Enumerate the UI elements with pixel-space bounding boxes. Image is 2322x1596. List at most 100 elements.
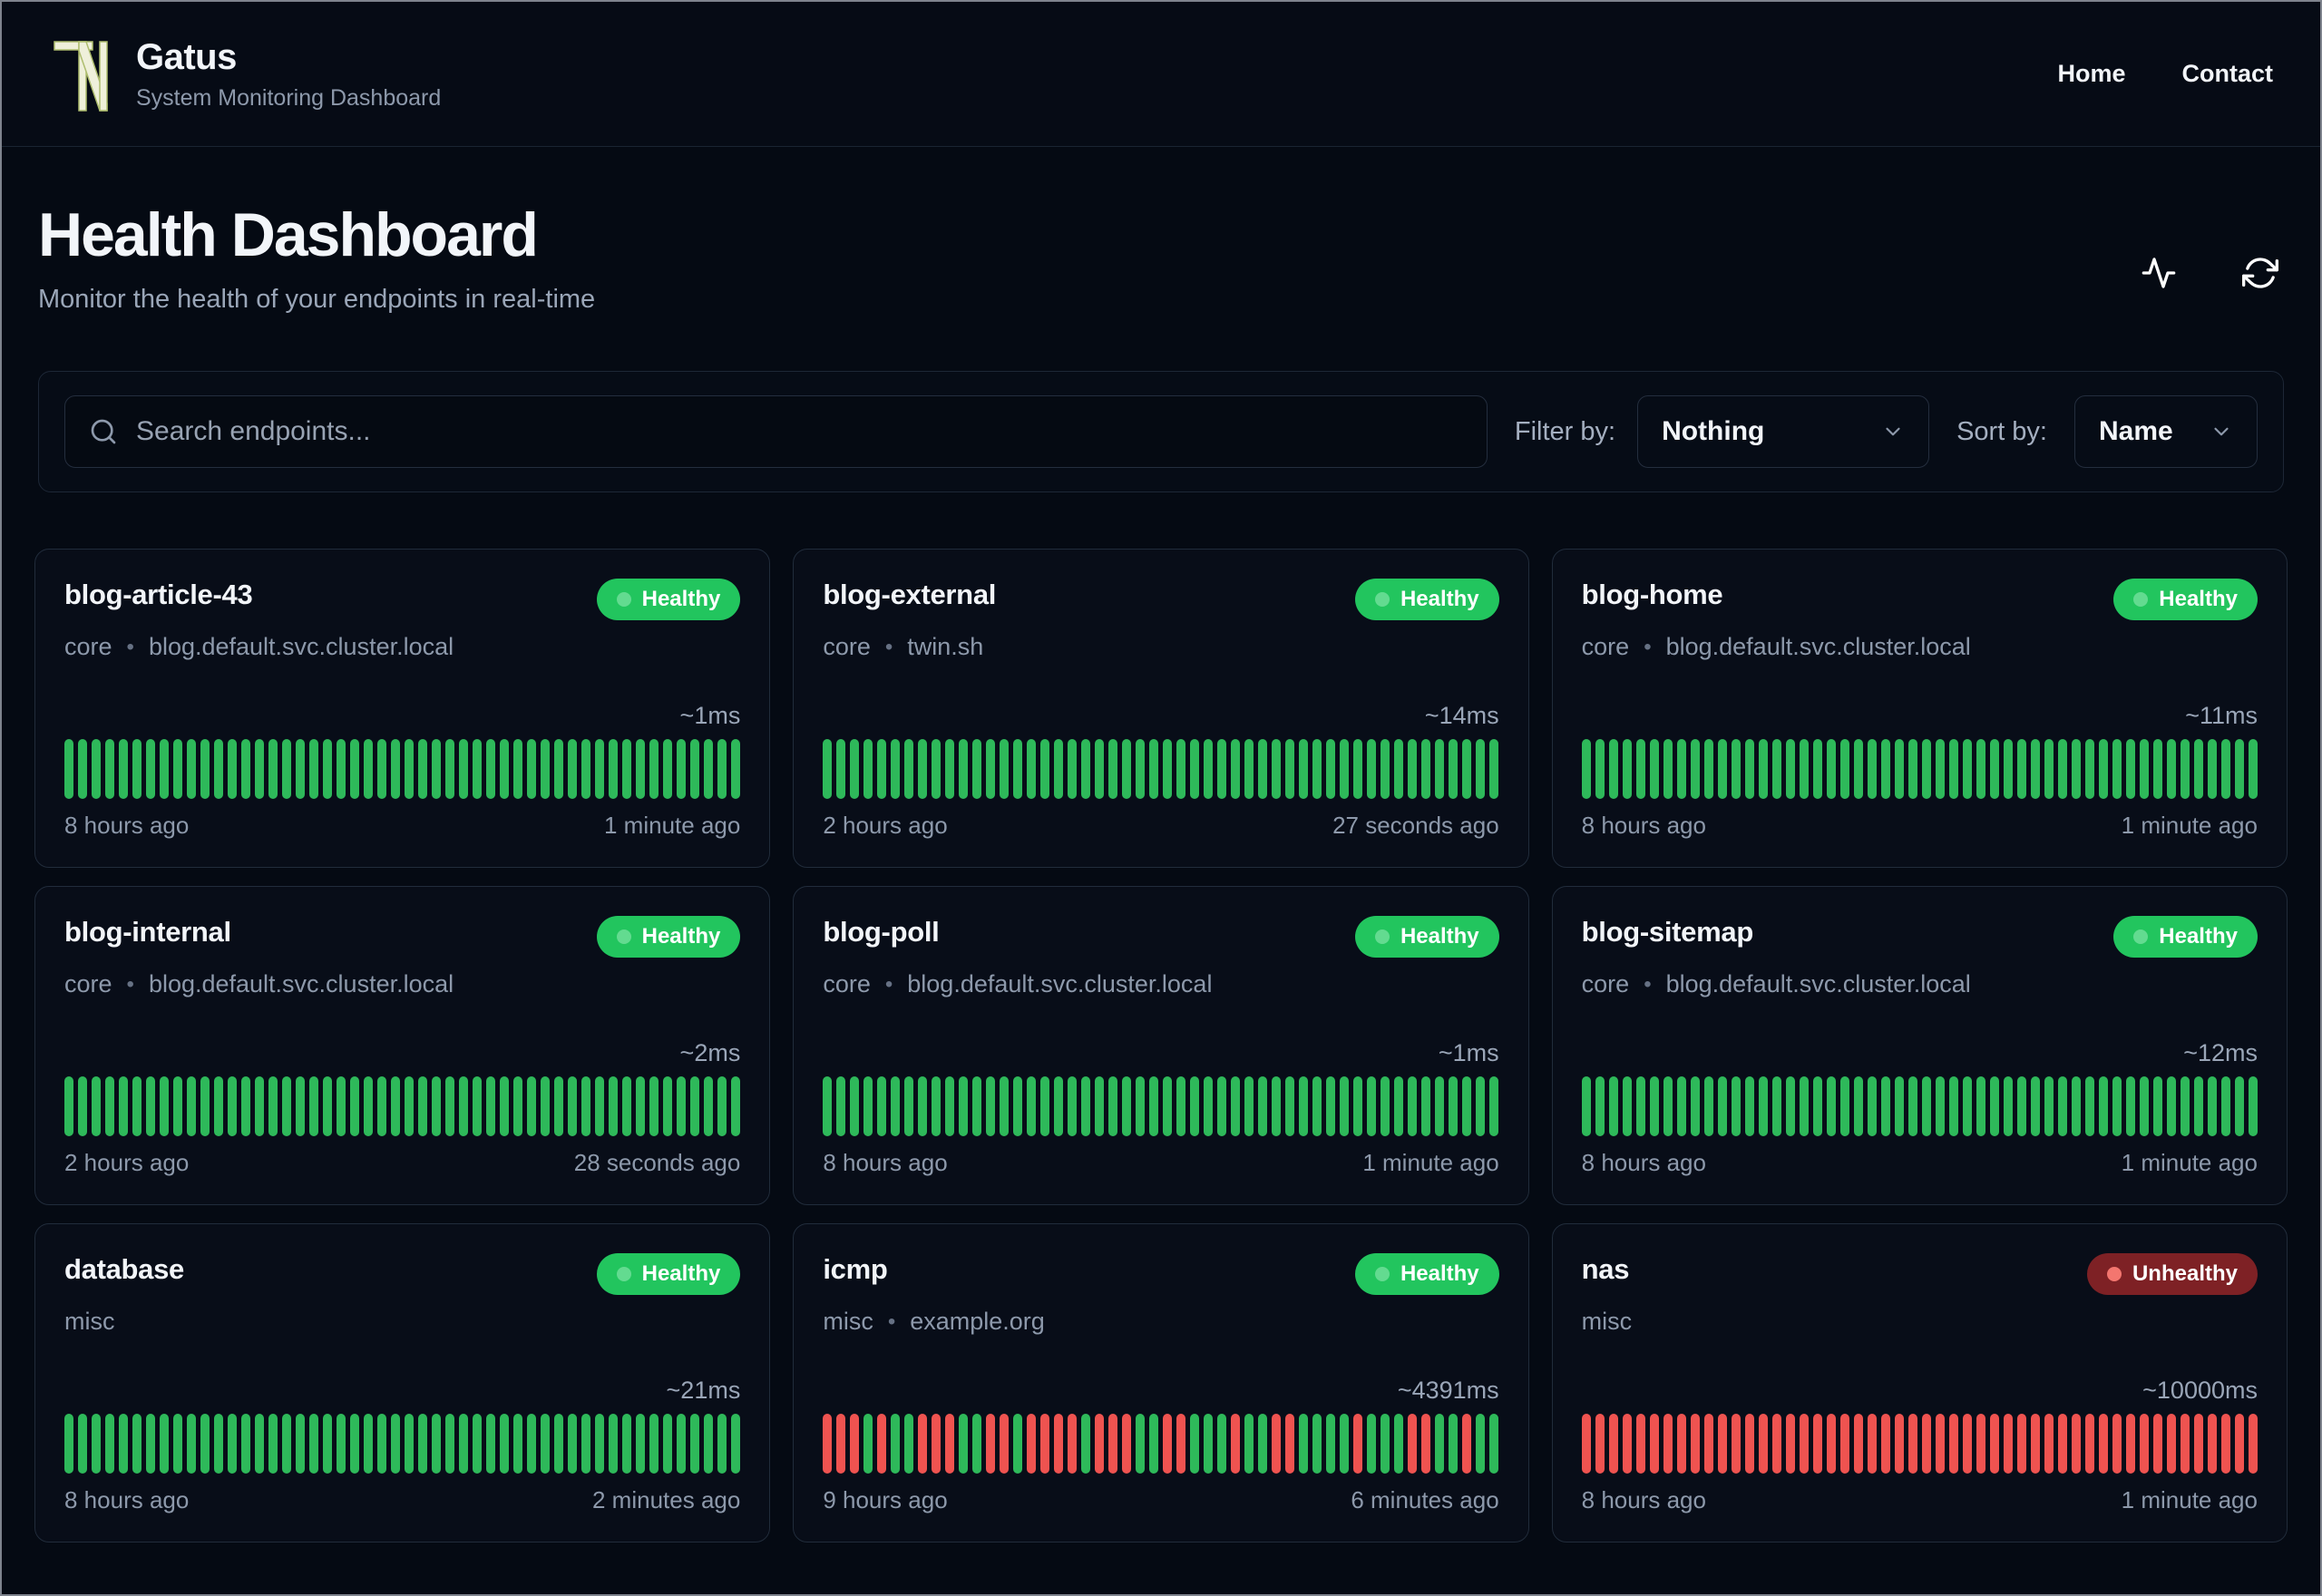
response-bar[interactable] [337, 739, 346, 799]
response-bar[interactable] [1976, 1076, 1985, 1136]
response-bar[interactable] [595, 1414, 604, 1474]
response-bar[interactable] [932, 1414, 941, 1474]
response-bar[interactable] [731, 1076, 740, 1136]
response-bar[interactable] [1353, 1414, 1363, 1474]
response-bar[interactable] [1176, 1414, 1186, 1474]
response-bar[interactable] [1476, 739, 1486, 799]
response-bar[interactable] [486, 739, 495, 799]
response-bar[interactable] [1935, 1076, 1945, 1136]
response-bar[interactable] [581, 739, 590, 799]
response-bar[interactable] [1744, 1414, 1754, 1474]
response-bar[interactable] [1449, 739, 1459, 799]
response-bar[interactable] [1894, 739, 1904, 799]
response-bar[interactable] [1690, 1414, 1700, 1474]
response-bar[interactable] [1149, 739, 1159, 799]
response-bar[interactable] [2220, 739, 2230, 799]
response-bar[interactable] [986, 1076, 996, 1136]
response-bar[interactable] [1894, 1414, 1904, 1474]
response-bar[interactable] [932, 739, 941, 799]
response-bar[interactable] [1962, 1414, 1972, 1474]
response-bar[interactable] [1285, 1076, 1295, 1136]
response-bar[interactable] [704, 1414, 713, 1474]
response-bar[interactable] [364, 739, 373, 799]
response-bar[interactable] [1095, 1414, 1105, 1474]
response-bar[interactable] [1231, 1414, 1241, 1474]
response-bar[interactable] [1081, 739, 1091, 799]
response-bar[interactable] [228, 739, 237, 799]
response-bar[interactable] [1449, 1076, 1459, 1136]
response-bar[interactable] [2207, 1076, 2217, 1136]
response-bar[interactable] [2139, 1414, 2149, 1474]
response-bar[interactable] [1122, 1076, 1132, 1136]
response-bar[interactable] [568, 1076, 577, 1136]
response-bar[interactable] [500, 1414, 509, 1474]
response-bar[interactable] [823, 739, 833, 799]
response-bar[interactable] [1581, 1414, 1591, 1474]
response-bar[interactable] [1703, 1076, 1713, 1136]
response-bar[interactable] [649, 1414, 659, 1474]
response-bar[interactable] [391, 1414, 400, 1474]
response-bar[interactable] [296, 739, 305, 799]
response-bar[interactable] [1027, 739, 1037, 799]
response-bar[interactable] [1476, 1076, 1486, 1136]
response-bar[interactable] [473, 1076, 482, 1136]
response-bar[interactable] [1690, 739, 1700, 799]
response-bar[interactable] [877, 739, 887, 799]
response-bar[interactable] [527, 1414, 536, 1474]
response-bar[interactable] [92, 1076, 101, 1136]
response-bar[interactable] [1462, 1076, 1472, 1136]
response-bar[interactable] [1989, 739, 1999, 799]
response-bar[interactable] [1717, 1414, 1727, 1474]
response-bar[interactable] [1608, 1076, 1618, 1136]
response-bar[interactable] [364, 1076, 373, 1136]
endpoint-card[interactable]: nas Unhealthy misc • ~10000ms 8 hours ag… [1551, 1223, 2288, 1542]
response-bar[interactable] [1731, 739, 1741, 799]
response-bar[interactable] [945, 1076, 955, 1136]
response-bar[interactable] [595, 739, 604, 799]
response-bar[interactable] [2207, 739, 2217, 799]
response-bar[interactable] [513, 1414, 522, 1474]
response-bar[interactable] [1217, 1414, 1227, 1474]
response-bar[interactable] [1163, 739, 1173, 799]
response-bar[interactable] [1962, 739, 1972, 799]
response-bar[interactable] [187, 739, 196, 799]
response-bar[interactable] [1880, 1414, 1890, 1474]
response-bar[interactable] [459, 1414, 468, 1474]
response-bar[interactable] [690, 1414, 699, 1474]
response-bar[interactable] [1581, 739, 1591, 799]
response-bar[interactable] [1190, 739, 1200, 799]
response-bar[interactable] [459, 1076, 468, 1136]
response-bar[interactable] [1962, 1076, 1972, 1136]
sort-select[interactable]: Name [2074, 395, 2258, 468]
response-bar[interactable] [1717, 1076, 1727, 1136]
response-bar[interactable] [241, 1076, 250, 1136]
response-bar[interactable] [945, 739, 955, 799]
response-bar[interactable] [432, 1414, 441, 1474]
response-bar[interactable] [622, 739, 631, 799]
response-bar[interactable] [432, 739, 441, 799]
response-bar[interactable] [1408, 1076, 1418, 1136]
response-bar[interactable] [1703, 1414, 1713, 1474]
response-bar[interactable] [1068, 1076, 1078, 1136]
response-bar[interactable] [268, 1076, 278, 1136]
response-bar[interactable] [891, 739, 901, 799]
response-bar[interactable] [323, 739, 332, 799]
nav-link-home[interactable]: Home [2057, 60, 2126, 87]
response-bar[interactable] [891, 1076, 901, 1136]
response-bar[interactable] [959, 739, 969, 799]
response-bar[interactable] [850, 739, 860, 799]
response-bar[interactable] [2030, 1076, 2040, 1136]
response-bar[interactable] [1204, 739, 1214, 799]
response-bar[interactable] [717, 739, 727, 799]
response-bar[interactable] [160, 739, 169, 799]
response-bar[interactable] [350, 1076, 359, 1136]
response-bar[interactable] [173, 1076, 182, 1136]
response-bar[interactable] [863, 739, 873, 799]
response-bar[interactable] [2057, 1414, 2067, 1474]
response-bar[interactable] [1095, 739, 1105, 799]
response-bar[interactable] [1081, 1414, 1091, 1474]
nav-link-contact[interactable]: Contact [2181, 60, 2274, 87]
response-bar[interactable] [1190, 1076, 1200, 1136]
response-bar[interactable] [717, 1414, 727, 1474]
response-bar[interactable] [2084, 739, 2094, 799]
